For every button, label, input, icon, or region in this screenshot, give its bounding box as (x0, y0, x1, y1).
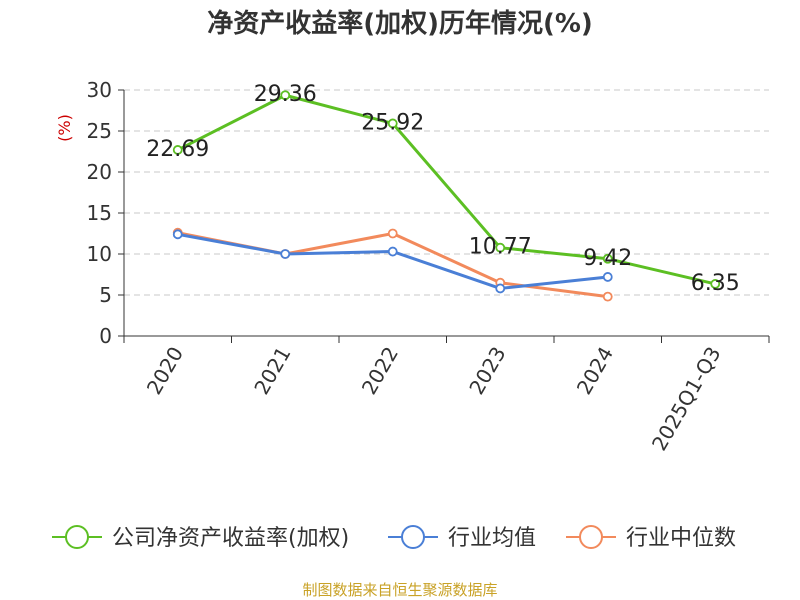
series-path (177, 231, 608, 299)
series-line-1 (172, 229, 613, 294)
data-point (172, 145, 183, 155)
x-tick-label: 2023 (464, 343, 510, 399)
y-tick-labels: 0 5 10 15 20 25 30 (87, 78, 112, 348)
y-tick-label: 20 (87, 160, 112, 184)
data-label: 25.92 (361, 110, 424, 135)
data-point (495, 242, 506, 253)
data-point (172, 229, 183, 240)
legend-item: 行业均值 (388, 525, 536, 551)
data-point (710, 279, 721, 289)
y-tick-label: 0 (99, 324, 112, 348)
data-point (280, 249, 291, 259)
y-tick-label: 25 (87, 119, 112, 143)
series-path (177, 232, 608, 290)
y-tick-label: 5 (99, 283, 112, 307)
source-note: 制图数据来自恒生聚源数据库 (302, 581, 497, 599)
data-point (387, 228, 398, 239)
series-line-2 (172, 227, 613, 302)
gridlines (124, 89, 769, 296)
y-tick-label: 15 (87, 201, 112, 225)
data-point (387, 118, 398, 129)
x-tick-label: 2020 (142, 343, 188, 399)
data-label: 9.42 (583, 246, 632, 271)
data-point (602, 291, 613, 302)
data-point (280, 90, 291, 101)
x-tick-label: 2024 (572, 343, 618, 399)
legend-marker (579, 525, 603, 549)
series-line-0 (172, 90, 721, 289)
legend-label: 行业中位数 (626, 526, 736, 551)
x-tick-label: 2021 (249, 343, 295, 399)
legend-label: 公司净资产收益率(加权) (112, 526, 349, 551)
series-path (177, 93, 716, 286)
y-tick-label: 30 (87, 78, 112, 102)
x-tick-label: 2025Q1-Q3 (647, 343, 726, 455)
data-labels: 22.69 29.36 25.92 10.77 9.42 6.35 (146, 82, 739, 296)
legend-marker (65, 525, 89, 549)
data-point (495, 283, 506, 294)
y-tick-label: 10 (87, 242, 112, 266)
data-point (602, 272, 613, 282)
data-label: 22.69 (146, 137, 209, 162)
y-axis-label: (%) (55, 114, 74, 142)
data-label: 29.36 (254, 82, 317, 107)
x-tick-labels: 2020 2021 2022 2023 2024 2025Q1-Q3 (142, 343, 726, 455)
chart-title: 净资产收益率(加权)历年情况(%) (207, 8, 593, 39)
data-point (602, 253, 613, 264)
legend: 公司净资产收益率(加权) 行业均值 行业中位数 (52, 525, 736, 551)
legend-label: 行业均值 (448, 526, 536, 551)
series-lines (172, 90, 721, 302)
legend-marker (401, 525, 425, 549)
data-label: 10.77 (469, 235, 532, 260)
legend-item: 行业中位数 (566, 525, 736, 551)
data-label: 6.35 (691, 271, 740, 296)
data-point (387, 246, 398, 257)
x-tick-label: 2022 (357, 343, 403, 399)
axes (118, 89, 770, 343)
legend-item: 公司净资产收益率(加权) (52, 525, 349, 551)
